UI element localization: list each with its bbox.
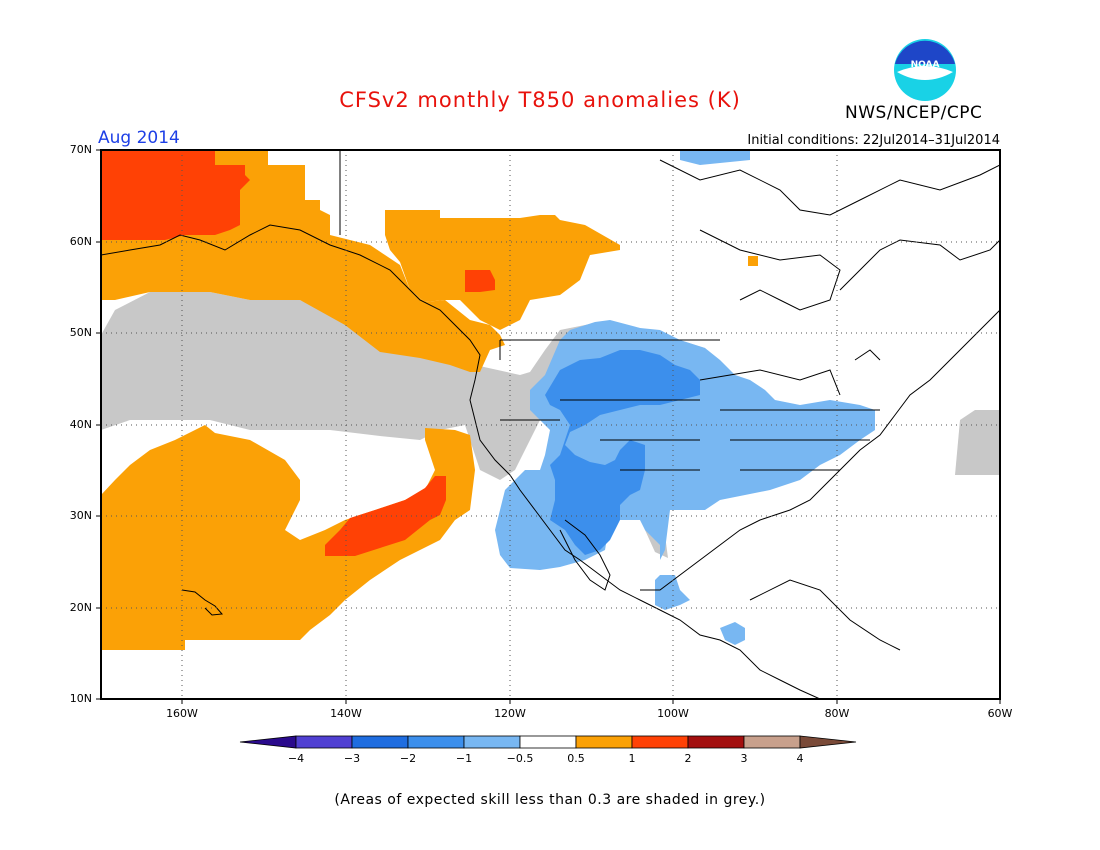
lat-label: 40N bbox=[69, 418, 92, 431]
colorbar-label: 0.5 bbox=[567, 752, 585, 765]
lon-label: 100W bbox=[657, 707, 689, 720]
colorbar-label: −3 bbox=[343, 752, 361, 765]
colorbar-swatch bbox=[743, 735, 801, 749]
colorbar-label: −0.5 bbox=[506, 752, 534, 765]
colorbar-label: 2 bbox=[684, 752, 692, 765]
colorbar-label: −4 bbox=[287, 752, 305, 765]
lat-label: 50N bbox=[69, 326, 92, 339]
axis-ticks bbox=[96, 149, 1001, 704]
lon-label: 140W bbox=[330, 707, 362, 720]
colorbar-label: 1 bbox=[628, 752, 636, 765]
colorbar-swatch bbox=[407, 735, 465, 749]
colorbar-swatch bbox=[463, 735, 521, 749]
colorbar bbox=[239, 735, 857, 749]
colorbar-swatch bbox=[295, 735, 353, 749]
colorbar-swatch-lt-m4 bbox=[239, 735, 297, 749]
lon-label: 120W bbox=[494, 707, 526, 720]
colorbar-swatch bbox=[519, 735, 577, 749]
colorbar-label: −2 bbox=[399, 752, 417, 765]
colorbar-swatch-gt-p4 bbox=[799, 735, 857, 749]
lon-label: 160W bbox=[166, 707, 198, 720]
lat-label: 60N bbox=[69, 235, 92, 248]
lat-label: 30N bbox=[69, 509, 92, 522]
map-title: CFSv2 monthly T850 anomalies (K) bbox=[339, 88, 741, 112]
noaa-logo-icon: NOAA bbox=[894, 39, 956, 101]
colorbar-swatch bbox=[687, 735, 745, 749]
colorbar-label: −1 bbox=[455, 752, 473, 765]
initial-conditions: Initial conditions: 22Jul2014–31Jul2014 bbox=[747, 133, 1000, 148]
lat-label: 70N bbox=[69, 143, 92, 156]
colorbar-label: 4 bbox=[796, 752, 804, 765]
noaa-logo-text: NOAA bbox=[911, 60, 940, 70]
strong-cool-anomaly-region bbox=[545, 350, 700, 555]
colorbar-label: 3 bbox=[740, 752, 748, 765]
lon-label: 80W bbox=[824, 707, 850, 720]
strong-warm-anomaly-region bbox=[101, 150, 495, 556]
colorbar-swatch bbox=[351, 735, 409, 749]
colorbar-swatch bbox=[631, 735, 689, 749]
forecast-month: Aug 2014 bbox=[98, 128, 180, 148]
lon-label: 60W bbox=[987, 707, 1013, 720]
coastlines bbox=[101, 150, 1000, 699]
colorbar-swatch bbox=[575, 735, 633, 749]
lat-label: 20N bbox=[69, 601, 92, 614]
skill-footnote: (Areas of expected skill less than 0.3 a… bbox=[334, 792, 766, 808]
lat-label: 10N bbox=[69, 692, 92, 705]
agency-label: NWS/NCEP/CPC bbox=[845, 103, 983, 123]
